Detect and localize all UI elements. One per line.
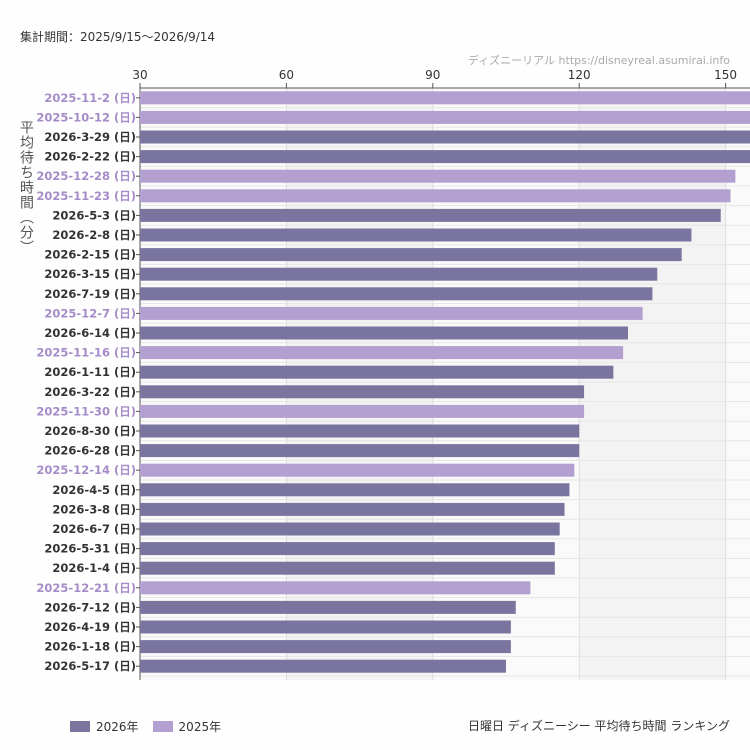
bar xyxy=(140,130,750,144)
y-tick-label: 2026-5-3 (日) xyxy=(52,208,136,222)
bar xyxy=(140,444,580,458)
y-tick-label: 2026-8-30 (日) xyxy=(44,424,136,438)
period-label: 集計期間：2025/9/15〜2026/9/14 xyxy=(20,30,216,44)
bar xyxy=(140,365,614,379)
y-tick-label: 2025-10-12 (日) xyxy=(36,110,136,124)
credit-link[interactable]: ディズニーリアル https://disneyreal.asumirai.inf… xyxy=(467,54,730,67)
bar xyxy=(140,659,506,673)
y-tick-label: 2025-12-7 (日) xyxy=(44,306,136,320)
bar xyxy=(140,91,750,105)
y-tick-label: 2026-1-4 (日) xyxy=(52,561,136,575)
bar xyxy=(140,581,531,595)
y-tick-label: 2026-5-31 (日) xyxy=(44,542,136,556)
bar-chart: 30 60 90 120 150 2025-11-2 (日) 2025-10-12 (日) 2… xyxy=(36,68,750,680)
y-tick-label: 2025-12-21 (日) xyxy=(36,581,136,595)
x-tick-label: 30 xyxy=(132,68,147,82)
bar xyxy=(140,561,555,575)
y-tick-label: 2025-12-14 (日) xyxy=(36,463,136,477)
x-tick-label: 150 xyxy=(714,68,737,82)
bar xyxy=(140,208,721,222)
legend-item-2025[interactable]: 2025年 xyxy=(152,718,222,735)
y-tick-label: 2026-3-15 (日) xyxy=(44,267,136,281)
bar xyxy=(140,306,643,320)
y-tick-label: 2025-11-30 (日) xyxy=(36,404,136,418)
y-tick-label: 2025-12-28 (日) xyxy=(36,169,136,183)
x-tick-label: 90 xyxy=(425,68,440,82)
bar xyxy=(140,522,560,536)
bar xyxy=(140,228,692,242)
y-tick-label: 2026-3-29 (日) xyxy=(44,130,136,144)
legend-swatch-2025 xyxy=(152,721,173,732)
y-tick-label: 2025-11-16 (日) xyxy=(36,346,136,360)
y-tick-label: 2026-2-15 (日) xyxy=(44,248,136,262)
bar xyxy=(140,502,565,516)
y-tick-label: 2025-11-2 (日) xyxy=(44,91,136,105)
bar xyxy=(140,150,750,164)
y-tick-label: 2026-3-22 (日) xyxy=(44,385,136,399)
bar xyxy=(140,267,658,281)
grid-band xyxy=(725,88,750,680)
y-tick-label: 2026-7-12 (日) xyxy=(44,600,136,614)
y-tick-label: 2026-6-7 (日) xyxy=(52,522,136,536)
y-tick-label: 2025-11-23 (日) xyxy=(36,189,136,203)
bar xyxy=(140,169,736,183)
x-tick-label: 60 xyxy=(279,68,294,82)
bar xyxy=(140,463,575,477)
bar xyxy=(140,424,580,438)
y-tick-label: 2026-2-22 (日) xyxy=(44,150,136,164)
bar xyxy=(140,110,750,124)
bar xyxy=(140,326,628,340)
bar xyxy=(140,189,731,203)
y-tick-label: 2026-6-14 (日) xyxy=(44,326,136,340)
chart-footer-title: 日曜日 ディズニーシー 平均待ち時間 ランキング xyxy=(467,719,730,733)
bar xyxy=(140,385,585,399)
y-tick-label: 2026-7-19 (日) xyxy=(44,287,136,301)
y-tick-label: 2026-1-18 (日) xyxy=(44,640,136,654)
y-tick-label: 2026-4-5 (日) xyxy=(52,483,136,497)
legend-swatch-2026 xyxy=(70,721,90,732)
y-tick-label: 2026-4-19 (日) xyxy=(44,620,136,634)
legend: 2026年 2025年 xyxy=(70,718,221,735)
bar xyxy=(140,620,511,634)
legend-label-2025: 2025年 xyxy=(178,720,222,734)
y-tick-label: 2026-6-28 (日) xyxy=(44,444,136,458)
x-tick-label: 120 xyxy=(568,68,591,82)
y-tick-label: 2026-2-8 (日) xyxy=(52,228,136,242)
y-tick-label: 2026-1-11 (日) xyxy=(44,365,136,379)
y-tick-label: 2026-3-8 (日) xyxy=(52,502,136,516)
legend-item-2026[interactable]: 2026年 xyxy=(70,718,139,735)
bar xyxy=(140,287,653,301)
bar xyxy=(140,483,570,497)
legend-label-2026: 2026年 xyxy=(96,720,139,734)
y-axis-label: 平均待ち時間（分） xyxy=(18,120,34,255)
y-tick-label: 2026-5-17 (日) xyxy=(44,659,136,673)
bar xyxy=(140,248,682,262)
bar xyxy=(140,404,585,418)
grid-band xyxy=(579,88,726,680)
bar xyxy=(140,542,555,556)
bar xyxy=(140,600,516,614)
bar xyxy=(140,640,511,654)
bar xyxy=(140,346,624,360)
